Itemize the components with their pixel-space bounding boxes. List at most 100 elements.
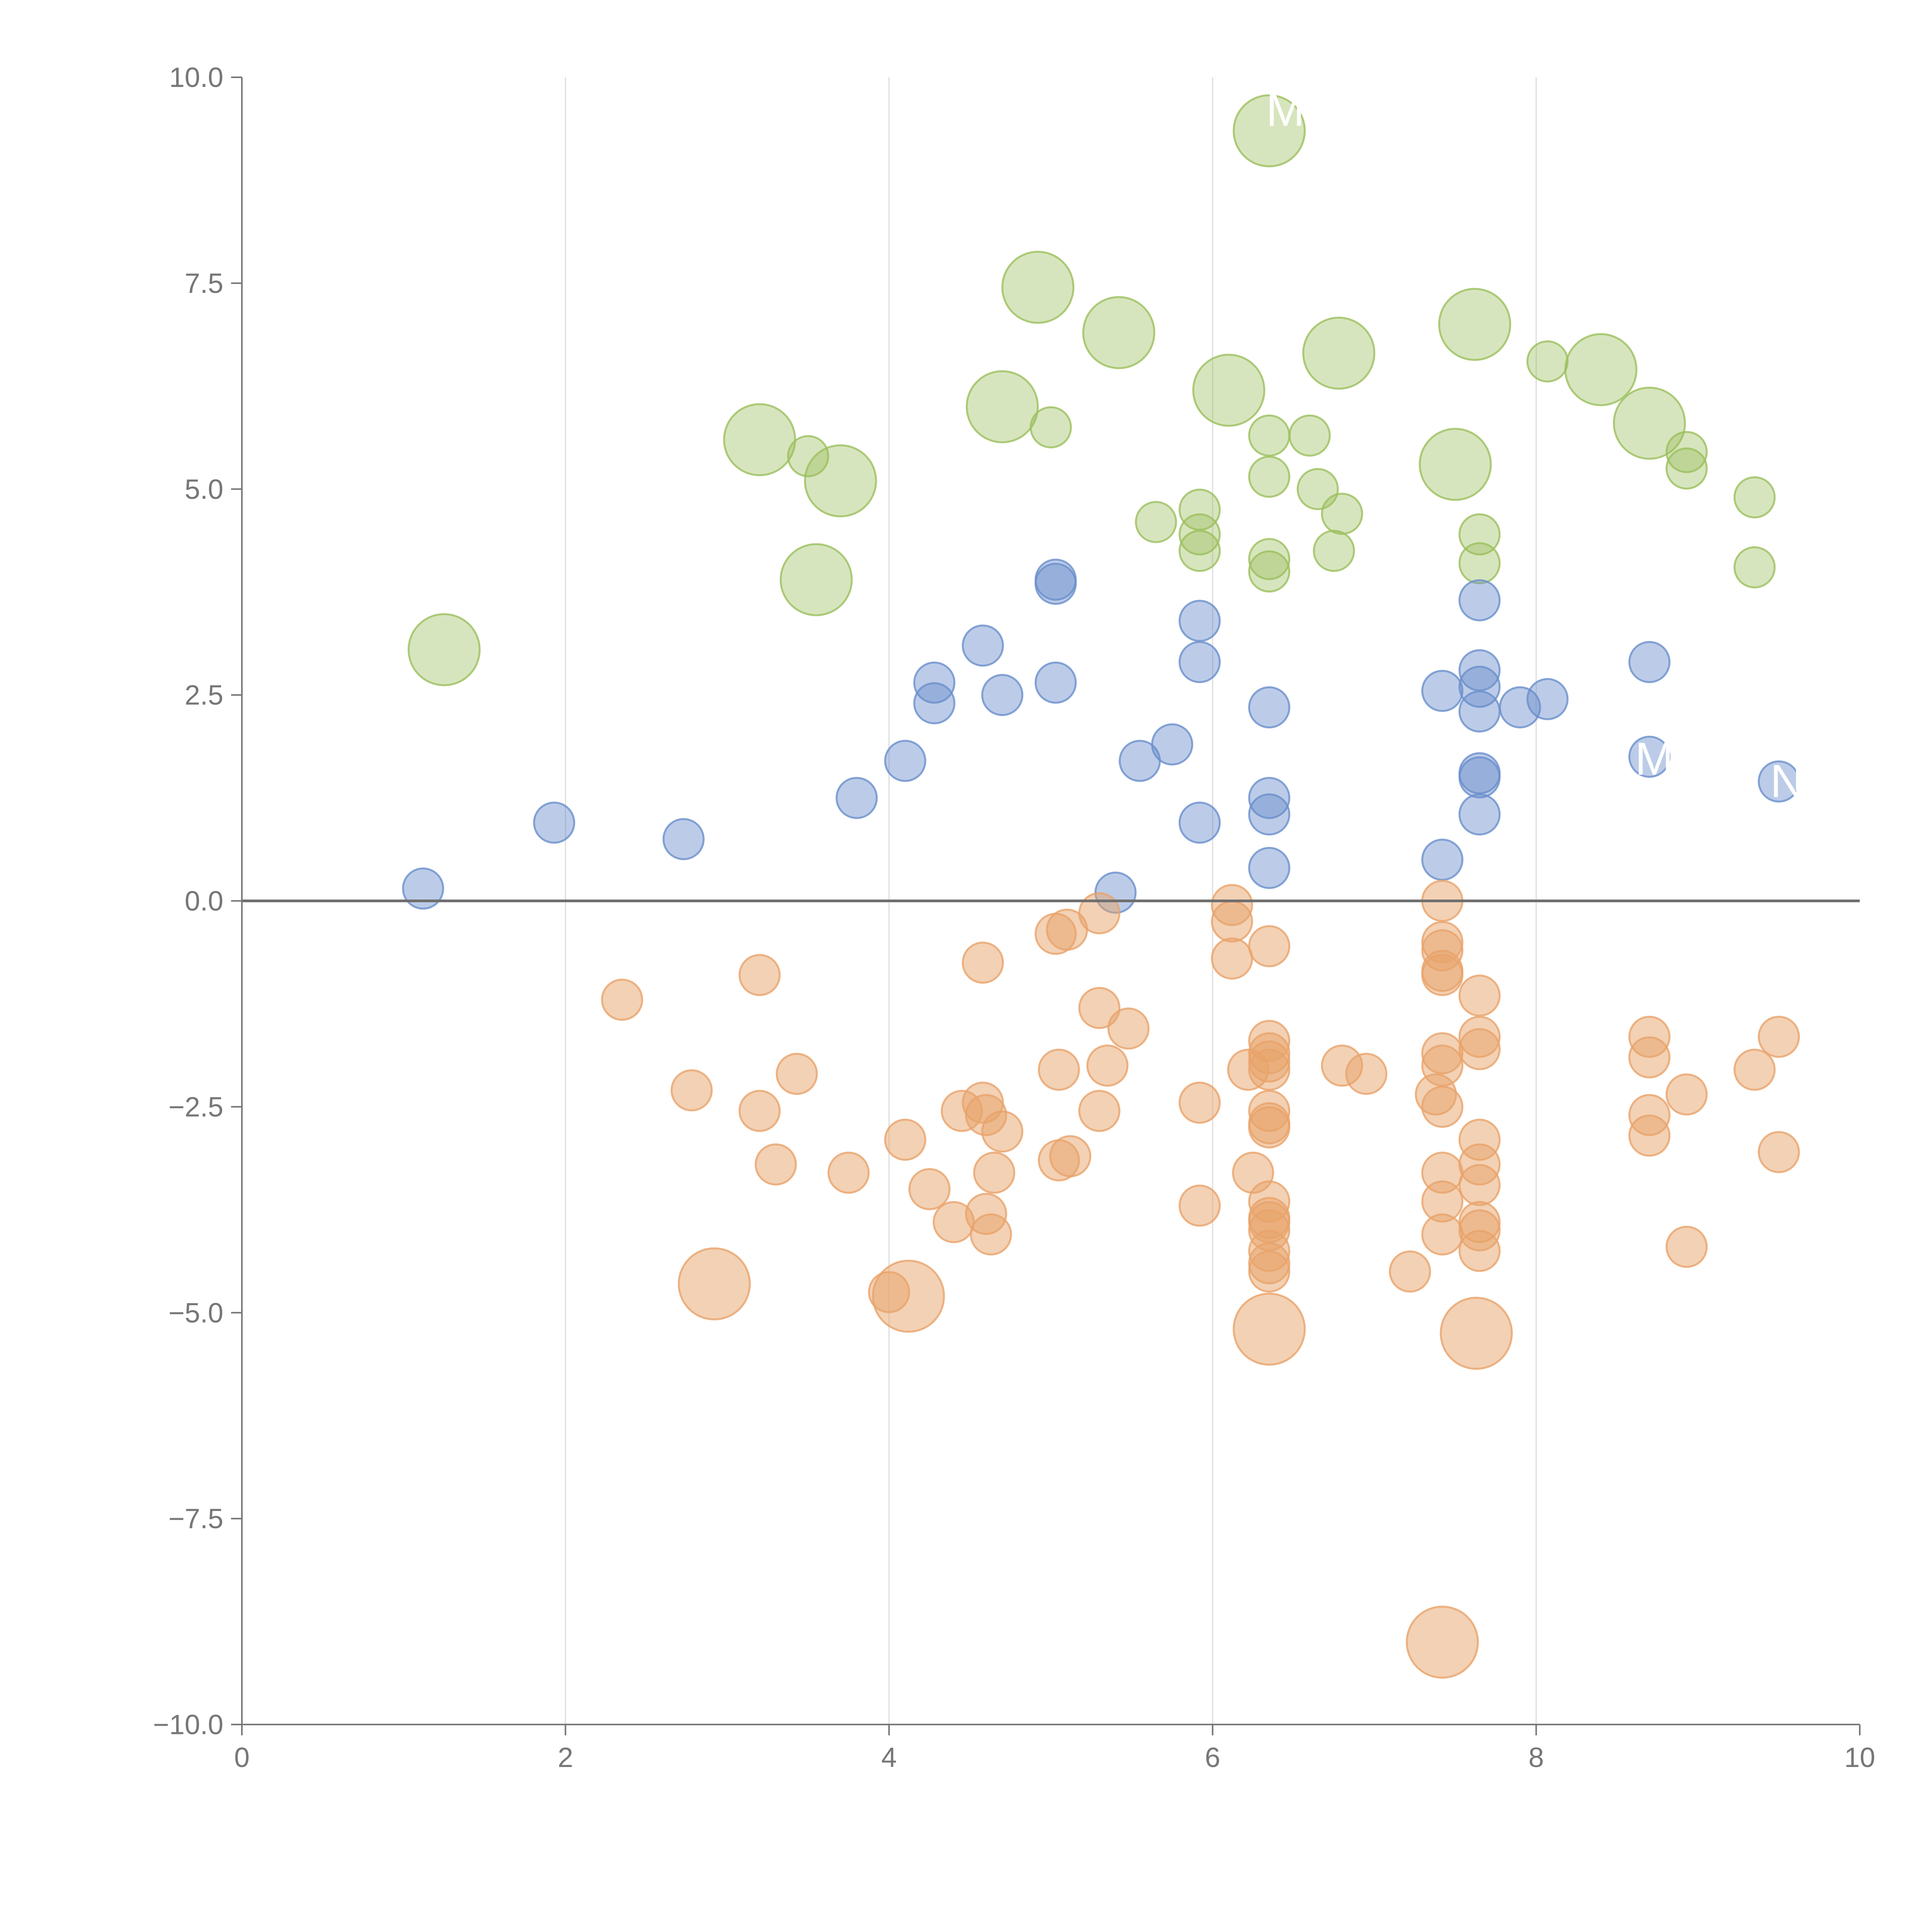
- orange-bubble: [1037, 1048, 1080, 1091]
- bubble-layer: [402, 94, 1800, 1679]
- orange-bubble: [1248, 1250, 1291, 1293]
- orange-bubble: [872, 1260, 945, 1333]
- x-tick-label: 10: [1844, 1742, 1875, 1773]
- orange-bubble: [1233, 1293, 1306, 1366]
- orange-bubble: [1458, 975, 1501, 1017]
- blue-bubble: [1458, 579, 1501, 622]
- blue-bubble: [962, 624, 1004, 667]
- orange-bubble: [1758, 1015, 1800, 1058]
- blue-bubble: [1179, 641, 1221, 683]
- green-bubble: [1733, 546, 1776, 588]
- orange-bubble: [1628, 1036, 1671, 1078]
- orange-bubble: [1078, 1090, 1121, 1132]
- green-bubble: [1233, 94, 1306, 168]
- y-tick-label: −10.0: [153, 1709, 223, 1740]
- green-bubble: [1288, 414, 1331, 457]
- orange-bubble: [1211, 937, 1253, 980]
- orange-bubble: [776, 1053, 818, 1095]
- blue-bubble: [1179, 600, 1221, 642]
- green-bubble: [1179, 513, 1221, 556]
- green-bubble: [1564, 333, 1638, 406]
- green-bubble: [1438, 287, 1511, 361]
- orange-bubble: [755, 1143, 797, 1186]
- orange-bubble: [1733, 1048, 1776, 1091]
- orange-bubble: [1389, 1250, 1431, 1293]
- blue-bubble: [1526, 678, 1569, 720]
- orange-bubble: [1421, 954, 1464, 996]
- orange-bubble: [1078, 987, 1121, 1029]
- green-bubble: [407, 613, 481, 686]
- blue-bubble: [533, 801, 575, 844]
- green-bubble: [1665, 431, 1708, 473]
- bubble-annotation: M: [1266, 84, 1305, 136]
- y-tick-label: −7.5: [168, 1503, 223, 1534]
- blue-bubble: [1151, 723, 1194, 766]
- axes: 0 2 4 6 8 10 −10.0 −7.5 −5.0 −2.5 0.0 2.5 5.0 7.5 10.0: [153, 62, 1875, 1773]
- blue-bubble: [1248, 847, 1291, 889]
- blue-bubble: [1628, 641, 1671, 683]
- green-bubble: [1001, 251, 1075, 324]
- orange-bubble: [1211, 900, 1253, 943]
- orange-bubble: [1458, 1164, 1501, 1206]
- blue-bubble: [1421, 838, 1464, 881]
- blue-bubble: [1499, 686, 1541, 729]
- y-tick-label: 5.0: [185, 474, 223, 505]
- orange-bubble: [678, 1247, 751, 1321]
- blue-bubble: [1248, 777, 1291, 819]
- green-bubble: [966, 370, 1039, 444]
- x-tick-label: 2: [558, 1742, 573, 1773]
- blue-bubble: [1458, 690, 1501, 733]
- orange-bubble: [1179, 1082, 1221, 1124]
- orange-bubble: [1078, 892, 1121, 934]
- green-bubble: [1192, 354, 1265, 427]
- green-bubble: [1733, 476, 1776, 519]
- green-bubble: [723, 403, 796, 476]
- orange-bubble: [827, 1151, 870, 1194]
- orange-bubble: [962, 941, 1004, 984]
- orange-bubble: [601, 978, 643, 1021]
- blue-bubble: [913, 682, 956, 724]
- orange-bubble: [1406, 1605, 1479, 1679]
- orange-bubble: [1421, 1085, 1464, 1128]
- green-bubble: [779, 543, 853, 616]
- orange-bubble: [1421, 1213, 1464, 1256]
- orange-bubble: [738, 954, 781, 996]
- green-bubble: [1665, 447, 1708, 490]
- orange-bubble: [1421, 1044, 1464, 1087]
- orange-bubble: [738, 1090, 781, 1132]
- blue-bubble: [1758, 760, 1800, 803]
- orange-bubble: [1440, 1297, 1513, 1370]
- orange-bubble: [1345, 1053, 1388, 1095]
- y-tick-label: 7.5: [185, 268, 223, 299]
- blue-bubble: [835, 777, 878, 819]
- x-tick-label: 8: [1529, 1742, 1544, 1773]
- orange-bubble: [1086, 1044, 1129, 1087]
- blue-bubble: [1034, 563, 1077, 605]
- blue-bubble: [402, 867, 444, 910]
- green-bubble: [1179, 488, 1221, 531]
- blue-bubble: [1034, 662, 1077, 704]
- green-bubble: [1179, 530, 1221, 572]
- blue-bubble: [1458, 665, 1501, 708]
- orange-bubble: [1248, 925, 1291, 968]
- orange-bubble: [981, 1110, 1024, 1153]
- orange-bubble: [908, 1168, 951, 1211]
- blue-bubble: [1179, 801, 1221, 844]
- orange-bubble: [1665, 1073, 1708, 1116]
- blue-bubble: [1248, 793, 1291, 836]
- green-bubble: [787, 435, 829, 477]
- green-bubble: [1248, 550, 1291, 593]
- orange-bubble: [670, 1069, 713, 1112]
- orange-bubble: [1758, 1131, 1800, 1173]
- green-bubble: [1030, 406, 1072, 449]
- orange-bubble: [1107, 1007, 1150, 1050]
- blue-bubble: [662, 818, 705, 861]
- orange-bubble: [1179, 1184, 1221, 1227]
- blue-bubble: [1421, 670, 1464, 712]
- blue-bubble: [1458, 649, 1501, 692]
- green-bubble: [804, 444, 877, 517]
- blue-bubble: [1458, 756, 1501, 799]
- green-bubble: [1135, 501, 1177, 543]
- y-tick-label: −2.5: [168, 1092, 223, 1122]
